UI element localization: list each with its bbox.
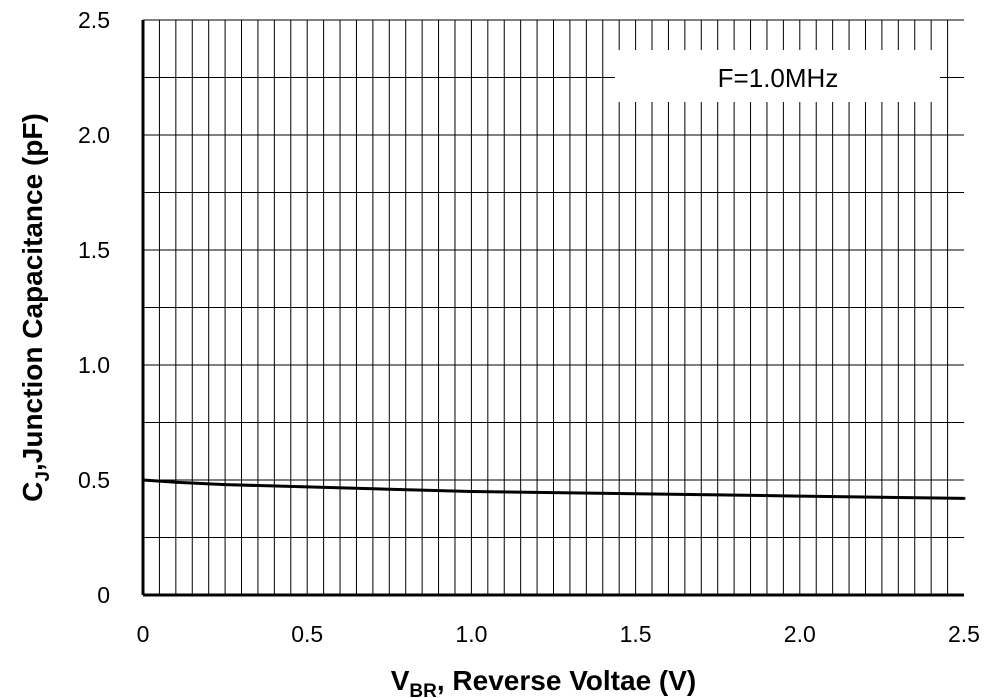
x-tick-label: 0 — [137, 621, 150, 647]
x-axis-title-rest: , Reverse Voltae (V) — [437, 665, 696, 696]
x-tick-label: 0.5 — [291, 621, 323, 647]
x-axis-title: VBR, Reverse Voltae (V) — [391, 665, 697, 698]
x-tick-label: 1.5 — [620, 621, 652, 647]
y-tick-label: 2.5 — [78, 7, 110, 33]
axes — [141, 20, 964, 597]
x-tick-label: 2.0 — [784, 621, 816, 647]
y-axis-title: CJ,Junction Capacitance (pF) — [17, 113, 54, 502]
x-axis-title-main: V — [391, 665, 410, 696]
series-layer — [141, 478, 966, 500]
x-tick-label: 1.0 — [455, 621, 487, 647]
y-axis-title-rest: ,Junction Capacitance (pF) — [17, 113, 48, 471]
y-axis-title-main: C — [17, 482, 48, 502]
y-tick-label: 1.5 — [78, 237, 110, 263]
x-tick-label: 2.5 — [948, 621, 980, 647]
frequency-annotation: F=1.0MHz — [718, 63, 839, 93]
y-tick-label: 0 — [97, 582, 110, 608]
y-axis-title-subscript: J — [33, 471, 54, 482]
y-tick-label: 0.5 — [78, 467, 110, 493]
y-tick-label: 1.0 — [78, 352, 110, 378]
y-tick-label: 2.0 — [78, 122, 110, 148]
tick-labels: 0 0.5 1.0 1.5 2.0 2.5 0 0.5 1.0 1.5 2.0 2.5 — [78, 7, 980, 647]
annotation-background — [615, 50, 940, 102]
x-axis-title-subscript: BR — [409, 681, 437, 698]
series-line — [141, 478, 966, 500]
